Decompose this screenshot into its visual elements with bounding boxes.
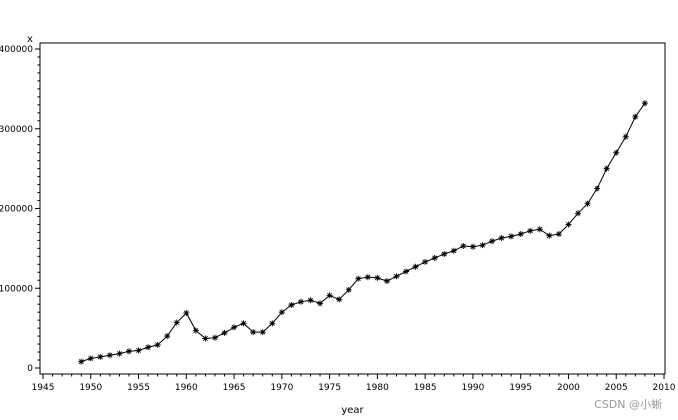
x-tick-label: 1970 bbox=[270, 383, 293, 393]
y-tick-label: 200000 bbox=[0, 205, 33, 215]
y-tick-label: 100000 bbox=[0, 284, 33, 294]
x-axis-label: year bbox=[341, 405, 364, 416]
data-point bbox=[575, 210, 582, 217]
data-point bbox=[211, 334, 218, 341]
x-tick-label: 1945 bbox=[32, 383, 55, 393]
data-point bbox=[546, 232, 553, 239]
data-point bbox=[116, 350, 123, 357]
data-point bbox=[422, 258, 429, 265]
data-point bbox=[164, 333, 171, 340]
data-point bbox=[297, 298, 304, 305]
x-tick-label: 1985 bbox=[414, 383, 437, 393]
data-point bbox=[307, 297, 314, 304]
data-point bbox=[145, 344, 152, 351]
data-point bbox=[498, 235, 505, 242]
x-tick-label: 2000 bbox=[557, 383, 580, 393]
data-point bbox=[202, 335, 209, 342]
data-point bbox=[431, 254, 438, 261]
data-point bbox=[441, 250, 448, 257]
data-point bbox=[250, 329, 257, 336]
data-point bbox=[527, 227, 534, 234]
x-tick-label: 2005 bbox=[605, 383, 628, 393]
data-point bbox=[259, 329, 266, 336]
data-point bbox=[173, 319, 180, 326]
x-tick-label: 1980 bbox=[366, 383, 389, 393]
data-point bbox=[412, 263, 419, 270]
series-layer bbox=[78, 100, 648, 365]
data-point bbox=[135, 347, 142, 354]
data-point bbox=[374, 274, 381, 281]
x-tick-label: 1950 bbox=[79, 383, 102, 393]
data-point bbox=[450, 247, 457, 254]
data-point bbox=[622, 133, 629, 140]
data-point bbox=[269, 320, 276, 327]
data-point bbox=[584, 200, 591, 207]
data-point bbox=[317, 300, 324, 307]
data-point bbox=[240, 320, 247, 327]
x-tick-label: 1960 bbox=[175, 383, 198, 393]
data-point bbox=[393, 273, 400, 280]
x-tick-label: 1995 bbox=[509, 383, 532, 393]
y-axis-label: x bbox=[27, 34, 33, 45]
data-point bbox=[565, 221, 572, 228]
data-point bbox=[594, 185, 601, 192]
data-point bbox=[336, 296, 343, 303]
data-point bbox=[364, 274, 371, 281]
data-point bbox=[87, 355, 94, 362]
data-point bbox=[383, 278, 390, 285]
data-point bbox=[479, 242, 486, 249]
data-point bbox=[603, 165, 610, 172]
x-tick-label: 2010 bbox=[653, 383, 676, 393]
y-tick-label: 0 bbox=[27, 364, 33, 374]
data-point bbox=[125, 348, 132, 355]
x-tick-label: 1965 bbox=[223, 383, 246, 393]
data-point bbox=[154, 341, 161, 348]
data-point bbox=[555, 231, 562, 238]
x-tick-label: 1990 bbox=[461, 383, 484, 393]
axes: 1945 1950 1955 1960 1965 1970 1975 1980 1985 1990… bbox=[0, 45, 676, 393]
y-tick-label: 300000 bbox=[0, 125, 33, 135]
data-point bbox=[183, 309, 190, 316]
data-point bbox=[403, 268, 410, 275]
watermark: CSDN @小蜥 bbox=[594, 398, 662, 411]
y-tick-label: 400000 bbox=[0, 45, 33, 55]
data-point bbox=[355, 275, 362, 282]
data-point bbox=[97, 353, 104, 360]
data-point bbox=[517, 231, 524, 238]
data-point bbox=[106, 352, 113, 359]
data-point bbox=[231, 324, 238, 331]
data-point bbox=[632, 113, 639, 120]
data-point bbox=[288, 301, 295, 308]
data-point bbox=[345, 286, 352, 293]
data-point bbox=[221, 329, 228, 336]
data-point bbox=[613, 149, 620, 156]
data-point bbox=[78, 358, 85, 365]
data-point bbox=[508, 233, 515, 240]
data-point bbox=[278, 309, 285, 316]
data-point bbox=[192, 327, 199, 334]
data-point bbox=[469, 243, 476, 250]
data-point bbox=[489, 238, 496, 245]
x-tick-label: 1975 bbox=[318, 383, 341, 393]
data-point bbox=[326, 292, 333, 299]
plot-frame bbox=[39, 42, 666, 375]
data-point bbox=[536, 226, 543, 233]
data-point bbox=[460, 242, 467, 249]
data-point bbox=[641, 100, 648, 107]
x-tick-label: 1955 bbox=[127, 383, 150, 393]
